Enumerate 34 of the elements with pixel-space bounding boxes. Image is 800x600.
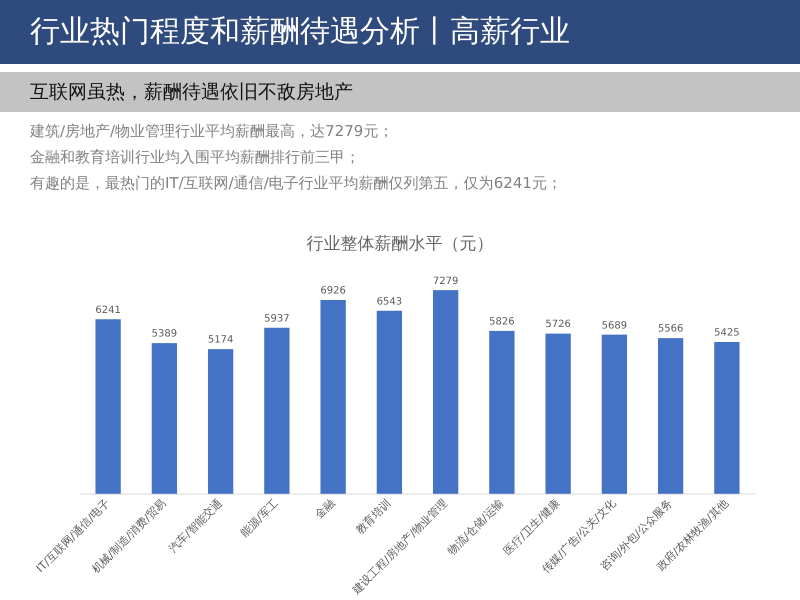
- data-label: 5389: [152, 328, 178, 340]
- x-tick-label: 汽车/智能交通: [166, 496, 225, 555]
- data-label: 7279: [432, 276, 458, 287]
- text: 有趣的是，最热门的IT/互联网/通信/电子行业平均薪酬仅列第五，仅为6241元；: [30, 174, 562, 193]
- x-tick-label: 教育培训: [353, 496, 394, 537]
- data-label: 5425: [714, 328, 740, 339]
- data-label: 6241: [95, 304, 121, 316]
- data-label: 5566: [658, 324, 684, 335]
- bar: [376, 310, 402, 494]
- data-label: 5826: [489, 316, 515, 328]
- text: 金融和教育培训行业均入围平均薪酬排行前三甲；: [30, 148, 360, 167]
- bar: [264, 328, 290, 494]
- data-label: 5726: [545, 319, 571, 330]
- bar: [658, 338, 684, 494]
- bar: [95, 319, 121, 494]
- bar: [714, 342, 740, 494]
- data-label: 5937: [264, 313, 290, 324]
- bar: [152, 343, 178, 494]
- chart-title: 行业热门程度和薪酬待遇分析丨高薪行业: [0, 0, 800, 64]
- data-label: 5174: [208, 334, 234, 346]
- data-label: 6926: [320, 286, 346, 297]
- data-label: 6543: [376, 296, 402, 308]
- data-label: 5689: [602, 320, 628, 332]
- bar: [208, 349, 234, 494]
- bar: [432, 290, 458, 494]
- bar: [320, 300, 346, 494]
- bar: [545, 334, 571, 494]
- chart-subtitle: 互联网虽热，薪酬待遇依旧不敌房地产: [0, 72, 800, 112]
- bar: [602, 334, 628, 494]
- bar: [489, 330, 515, 494]
- text: 行业整体薪酬水平（元）: [306, 233, 494, 255]
- text: 建筑/房地产/物业管理行业平均薪酬最高，达7279元；: [30, 122, 394, 141]
- x-tick-label: 能源/军工: [238, 496, 282, 540]
- x-tick-label: 金融: [312, 496, 338, 522]
